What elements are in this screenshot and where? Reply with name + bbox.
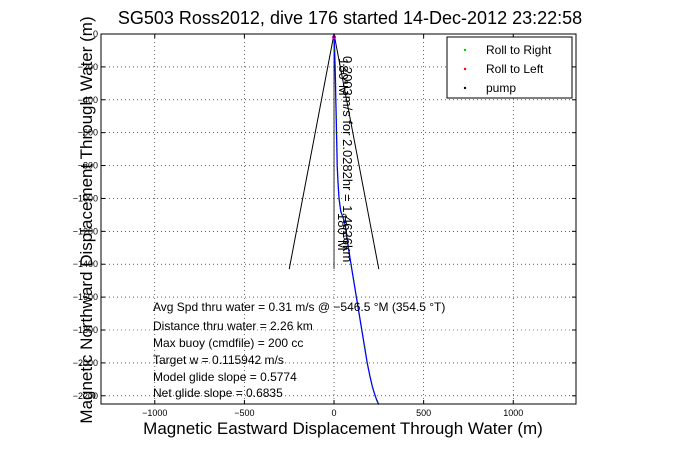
trajectory-point	[369, 375, 371, 377]
trajectory-point	[334, 66, 336, 68]
heading-top-label: 180°M	[336, 58, 351, 96]
y-tick-label: −1600	[73, 292, 98, 302]
trajectory-point	[334, 82, 337, 85]
x-tick-label: 500	[416, 408, 431, 418]
y-axis-label: Magnetic Northward Displacement Through …	[77, 16, 96, 423]
y-axis-ticks: 0 −200 −400 −600 −800 −1000 −1200 −1400 −1600 −18…	[73, 29, 576, 401]
trajectory-point	[374, 394, 377, 397]
trajectory-point	[335, 98, 337, 101]
y-tick-label: −1400	[73, 259, 98, 269]
rotated-distance-label: 0.2003m/s for 2.0282hr = 1.4626km	[340, 56, 355, 262]
legend-label-pump: pump	[486, 81, 516, 95]
trajectory-point	[347, 246, 350, 249]
summary-speed: Avg Spd thru water = 0.31 m/s @ −546.5 °…	[153, 300, 445, 314]
trajectory-line	[333, 33, 380, 405]
trajectory-point	[336, 148, 338, 150]
legend-box	[446, 36, 573, 99]
summary-max-buoy: Max buoy (cmdfile) = 200 cc	[153, 336, 303, 350]
y-tick-label: 0	[93, 29, 98, 39]
trajectory-point	[344, 223, 346, 226]
y-tick-label: −600	[78, 128, 98, 138]
glide-wedge	[288, 33, 380, 270]
trajectory-point	[333, 49, 336, 52]
y-tick-label: −1000	[73, 193, 98, 203]
trajectory-point	[345, 233, 348, 236]
x-axis-ticks: −1000 −500 0 500 1000	[142, 34, 523, 418]
y-tick-label: −800	[78, 161, 98, 171]
legend-label-roll-right: Roll to Right	[486, 43, 552, 57]
x-tick-label: 0	[332, 408, 337, 418]
trajectory-point	[336, 164, 339, 167]
trajectory-point	[371, 386, 374, 389]
axes-frame	[100, 33, 577, 405]
y-tick-label: −2000	[73, 358, 98, 368]
trajectory-point	[337, 181, 339, 183]
summary-model-glide: Model glide slope = 0.5774	[153, 370, 297, 384]
summary-annotations: Avg Spd thru water = 0.31 m/s @ −546.5 °…	[153, 300, 445, 400]
x-tick-label: 1000	[503, 408, 523, 418]
wedge-left-line	[288, 33, 335, 270]
legend: Roll to Right Roll to Left pump	[446, 36, 573, 99]
y-tick-label: −1200	[73, 226, 98, 236]
chart-title: SG503 Ross2012, dive 176 started 14-Dec-…	[118, 8, 582, 28]
y-tick-label: −1800	[73, 325, 98, 335]
trajectory-point	[335, 115, 337, 118]
y-tick-label: −400	[78, 95, 98, 105]
summary-target-w: Target w = 0.115942 m/s	[153, 353, 284, 367]
y-tick-label: −2200	[73, 391, 98, 401]
trajectory-point	[355, 296, 358, 298]
x-tick-label: −500	[234, 408, 254, 418]
y-tick-label: −200	[78, 62, 98, 72]
heading-mid-label: 180°M	[335, 213, 350, 251]
trajectory-point	[366, 362, 368, 364]
summary-net-glide: Net glide slope = 0.6835	[153, 386, 283, 400]
x-axis-label: Magnetic Eastward Displacement Through W…	[143, 419, 543, 438]
trajectory-point	[358, 312, 360, 315]
trajectory-point	[342, 217, 345, 219]
trajectory-point	[363, 345, 366, 348]
trajectory-point	[350, 263, 352, 266]
grid-lines	[101, 33, 576, 404]
legend-marker-pump	[463, 86, 467, 90]
legend-marker-roll-right	[463, 48, 467, 52]
summary-distance: Distance thru water = 2.26 km	[153, 319, 313, 333]
legend-marker-roll-left	[463, 67, 467, 71]
trajectory-point	[361, 329, 363, 331]
trajectory-point	[376, 399, 378, 402]
trajectory-point	[340, 210, 342, 213]
legend-label-roll-left: Roll to Left	[486, 62, 544, 76]
trajectory-point	[338, 197, 340, 200]
trajectory-point	[335, 131, 338, 134]
trajectory-point	[352, 279, 355, 282]
wedge-right-line	[333, 33, 380, 270]
x-tick-label: −1000	[142, 408, 167, 418]
